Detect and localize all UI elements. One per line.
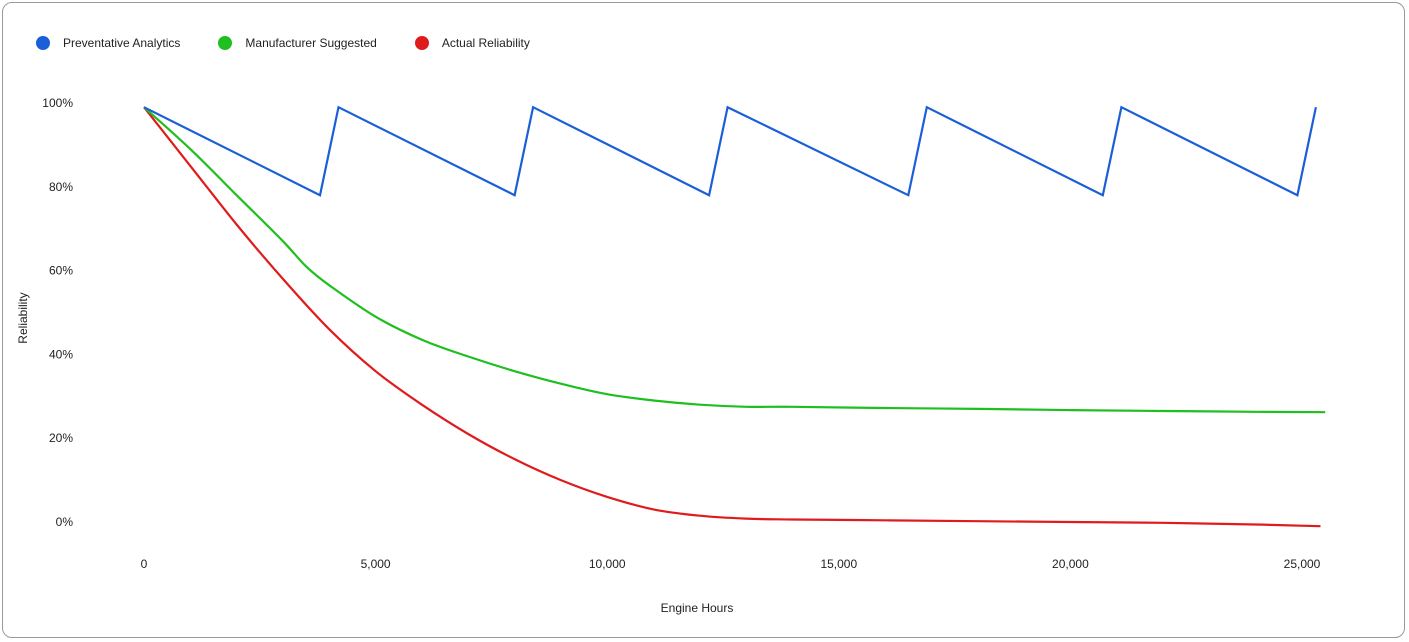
x-tick-label: 15,000 xyxy=(820,557,857,571)
x-axis-ticks: 0 5,000 10,000 15,000 20,000 25,000 xyxy=(141,557,1321,571)
legend: Preventative Analytics Manufacturer Sugg… xyxy=(36,34,568,52)
series-line-preventative-analytics xyxy=(143,105,1317,197)
y-tick-label: 0% xyxy=(56,515,74,529)
legend-item-preventative-analytics[interactable]: Preventative Analytics xyxy=(36,36,180,50)
legend-item-manufacturer-suggested[interactable]: Manufacturer Suggested xyxy=(218,36,377,50)
legend-marker xyxy=(36,36,50,50)
y-tick-label: 100% xyxy=(42,96,73,110)
x-tick-label: 5,000 xyxy=(361,557,391,571)
legend-label: Preventative Analytics xyxy=(63,36,181,50)
y-tick-label: 40% xyxy=(49,347,73,361)
legend-marker xyxy=(218,36,233,50)
y-axis-ticks: 0% 20% 40% 60% 80% 100% xyxy=(42,96,73,529)
y-axis-title: Reliability xyxy=(16,292,30,343)
x-tick-label: 25,000 xyxy=(1284,557,1321,571)
y-tick-label: 20% xyxy=(49,431,73,445)
y-tick-label: 60% xyxy=(49,264,73,278)
x-tick-label: 10,000 xyxy=(589,557,626,571)
x-tick-label: 0 xyxy=(141,557,148,571)
series-lines xyxy=(143,105,1326,528)
series-line-actual-reliability xyxy=(143,106,1321,528)
legend-label: Manufacturer Suggested xyxy=(245,36,377,50)
x-tick-label: 20,000 xyxy=(1052,557,1089,571)
legend-marker xyxy=(414,36,429,50)
y-tick-label: 80% xyxy=(49,180,73,194)
legend-item-actual-reliability[interactable]: Actual Reliability xyxy=(414,36,530,50)
series-line-manufacturer-suggested xyxy=(143,106,1326,414)
x-axis-title: Engine Hours xyxy=(661,601,734,615)
legend-label: Actual Reliability xyxy=(441,36,530,50)
